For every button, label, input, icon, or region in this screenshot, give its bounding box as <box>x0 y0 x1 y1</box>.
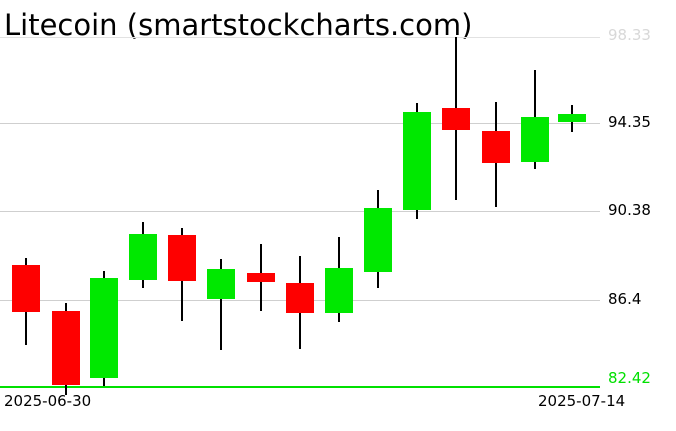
candle-body <box>12 265 40 312</box>
candle-body <box>558 114 586 122</box>
y-axis-label-98-33: 98.33 <box>608 26 651 44</box>
candle-body <box>482 131 510 163</box>
x-axis-label-end: 2025-07-14 <box>538 392 626 410</box>
y-axis-label-90-38: 90.38 <box>608 201 651 219</box>
candle-body <box>90 278 118 378</box>
candle-wick <box>220 259 222 350</box>
x-axis-label-start: 2025-06-30 <box>4 392 92 410</box>
gridline-2 <box>0 211 600 212</box>
baseline-line <box>0 386 600 388</box>
candle-body <box>442 108 470 130</box>
gridline-1 <box>0 123 600 124</box>
y-axis-label-86-4: 86.4 <box>608 290 642 308</box>
y-axis-label-82-42: 82.42 <box>608 369 651 387</box>
candle-body <box>129 234 157 280</box>
candle-body <box>325 268 353 313</box>
gridline-0 <box>0 37 600 38</box>
candle-body <box>52 311 80 385</box>
candle-body <box>403 112 431 210</box>
candle-body <box>521 117 549 162</box>
candle-body <box>168 235 196 281</box>
candle-body <box>364 208 392 272</box>
page-title: Litecoin (smartstockcharts.com) <box>4 8 473 42</box>
candle-body <box>207 269 235 299</box>
candle-body <box>247 273 275 282</box>
y-axis-label-94-35: 94.35 <box>608 113 651 131</box>
candle-body <box>286 283 314 313</box>
